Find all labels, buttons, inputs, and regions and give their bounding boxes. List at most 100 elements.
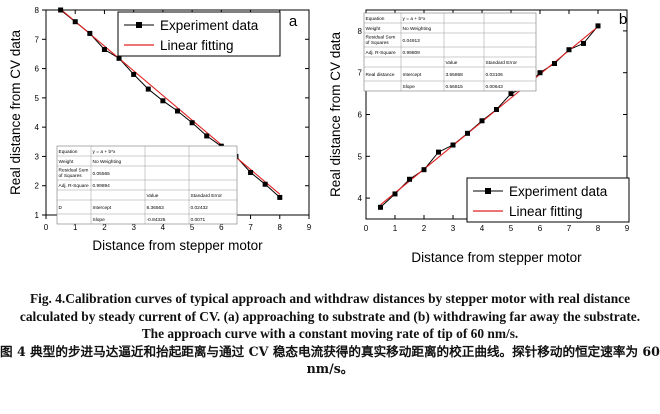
x-tick-label: 3: [451, 224, 456, 233]
y-tick-label: 4: [358, 194, 363, 203]
panel-label: a: [289, 13, 298, 30]
legend-marker-experiment: [485, 188, 491, 194]
x-tick-label: 3: [131, 223, 136, 232]
data-point: [378, 204, 383, 210]
data-point: [175, 108, 180, 114]
x-tick-label: 5: [509, 224, 514, 233]
legend-label-experiment: Experiment data: [160, 18, 259, 33]
y-tick-label: 6: [358, 111, 363, 120]
legend-label-fit: Linear fitting: [160, 38, 234, 53]
fit-table-cell: y = a + b*x: [403, 16, 427, 22]
fit-table-cell: Value: [147, 193, 159, 199]
data-point: [58, 7, 64, 13]
fit-table-cell: 0.04913: [403, 38, 421, 44]
fit-table-cell: Residual Sum: [59, 168, 89, 174]
data-point: [72, 19, 78, 25]
y-tick-label: 2: [35, 182, 40, 191]
y-tick-label: 6: [35, 65, 40, 74]
fit-table-cell: 0.05565: [93, 171, 111, 177]
data-point: [392, 191, 398, 197]
data-point: [160, 98, 166, 104]
fit-table-cell: Equation: [366, 16, 385, 22]
x-axis-label: Distance from stepper motor: [92, 238, 263, 253]
data-point: [407, 176, 412, 182]
fit-table-cell: 0.00643: [486, 84, 504, 90]
data-point: [508, 91, 514, 97]
fit-table-cell: Weight: [59, 159, 75, 165]
legend-marker-experiment: [136, 22, 142, 28]
x-tick-label: 0: [44, 223, 49, 232]
figure-caption: Fig. 4.Calibration curves of typical app…: [0, 290, 660, 377]
figure: 0 1 2 3 4 5 6 7 8 9 1 2 3 4 5 6 7 8 Distance from stepper …: [8, 6, 630, 265]
fit-table-cell: Real distance: [366, 72, 395, 78]
fit-table-cell: 0.03106: [486, 72, 504, 78]
fit-table-cell: Standard Error: [191, 193, 223, 199]
fit-table-cell: No Weighting: [93, 159, 122, 165]
fit-table-cell: Slope: [93, 217, 106, 223]
fit-table-cell: Equation: [59, 149, 78, 155]
y-tick-label: 8: [35, 6, 40, 15]
fit-table-cell: Residual Sum: [366, 35, 396, 41]
data-point: [552, 61, 557, 67]
legend-frame: [117, 11, 281, 57]
data-point: [189, 120, 195, 126]
y-tick-label: 7: [358, 69, 363, 78]
x-tick-label: 2: [102, 223, 107, 232]
data-point: [465, 130, 470, 136]
data-point: [537, 70, 543, 76]
series-linear-fit-line: [60, 8, 281, 195]
data-point: [116, 55, 122, 61]
fit-table-cell: 0.99894: [93, 183, 111, 189]
fit-table-cell: Standard Error: [486, 60, 518, 66]
fit-table-cell: Intercept: [93, 205, 112, 211]
y-tick-label: 4: [35, 123, 40, 132]
fit-table-frame: [56, 145, 238, 225]
x-tick-label: 2: [422, 224, 427, 233]
y-axis-label: Real distance from CV data: [328, 31, 343, 197]
x-tick-label: 7: [248, 223, 253, 232]
fit-table-cell: Adj. R-Square: [59, 183, 89, 189]
fit-table-cell: 8.36563: [147, 205, 165, 211]
y-tick-label: 1: [35, 211, 40, 220]
data-point: [581, 40, 586, 46]
y-tick-label: 5: [35, 94, 40, 103]
data-point: [145, 86, 151, 92]
fit-table-cell: Slope: [403, 84, 416, 90]
x-tick-label: 5: [190, 223, 195, 232]
data-point: [595, 23, 601, 29]
data-point: [436, 149, 441, 155]
fit-table-cell: Value: [446, 60, 458, 66]
data-point: [204, 133, 210, 139]
fit-table-cell: Intercept: [403, 72, 422, 78]
x-tick-label: 7: [567, 224, 572, 233]
data-point: [450, 142, 456, 148]
fit-table-cell: D: [59, 205, 63, 211]
data-point: [494, 106, 499, 112]
data-point: [479, 118, 485, 124]
x-tick-label: 8: [278, 223, 283, 232]
fit-table-cell: y = a + b*x: [93, 149, 117, 155]
legend-frame: [466, 177, 630, 223]
fit-table-cell: Weight: [366, 26, 382, 32]
data-point: [101, 47, 107, 53]
fit-table-frame: [363, 12, 537, 92]
x-tick-label: 4: [161, 223, 166, 232]
y-tick-label: 7: [35, 35, 40, 44]
y-tick-label: 5: [358, 152, 363, 161]
y-tick-label: 8: [358, 27, 363, 36]
y-tick-label: 3: [35, 152, 40, 161]
x-tick-label: 6: [219, 223, 224, 232]
fit-table-cell: Adj. R-Square: [366, 50, 396, 56]
data-point: [248, 170, 254, 176]
x-tick-label: 8: [596, 224, 601, 233]
data-point: [262, 181, 268, 187]
x-tick-label: 1: [393, 224, 398, 233]
fit-table-cell: of Squares: [366, 40, 390, 46]
fit-result-table: Equation y = a + b*x Weight No Weighting Res…: [56, 145, 238, 225]
x-tick-label: 4: [480, 224, 485, 233]
fit-table-cell: 0.02432: [191, 205, 209, 211]
legend-label-fit: Linear fitting: [509, 204, 583, 219]
chart-panel-b: 0 1 2 3 4 5 6 7 8 9 4 5 6 7 8 Distance from stepper mot…: [328, 9, 630, 265]
caption-chinese: 图 4 典型的步进马达逼近和抬起距离与通过 CV 稳态电流获得的真实移动距离的校…: [0, 343, 660, 376]
